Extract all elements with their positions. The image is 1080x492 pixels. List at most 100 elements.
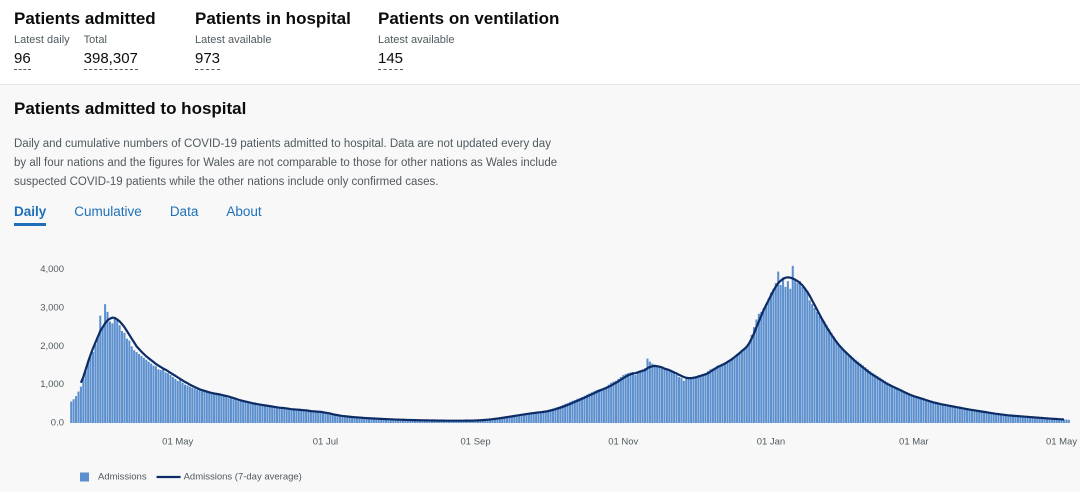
bar (992, 413, 995, 423)
card-title: Patients on ventilation (378, 9, 560, 28)
bar (559, 406, 562, 423)
bar (167, 373, 170, 423)
bar (1014, 416, 1017, 423)
bar (631, 372, 634, 423)
bar (951, 406, 954, 423)
bar (460, 420, 463, 423)
legend-label: Admissions (7-day average) (184, 472, 302, 483)
bar (634, 375, 637, 423)
x-tick-label: 01 Mar (899, 437, 929, 448)
bar (983, 411, 986, 423)
bar (510, 415, 513, 423)
bar (944, 404, 947, 423)
bar (614, 380, 618, 423)
bar (246, 402, 249, 423)
bar (227, 398, 230, 423)
tab[interactable]: Cumulative (74, 204, 142, 219)
bar (978, 411, 981, 423)
bar (414, 420, 417, 423)
bar (958, 408, 961, 423)
bar (1033, 417, 1036, 423)
card-value[interactable]: 96 (14, 49, 31, 70)
bar (675, 375, 678, 423)
bar (464, 420, 467, 423)
bar (326, 413, 329, 423)
bar (259, 404, 262, 423)
tab[interactable]: About (226, 204, 262, 219)
bar (595, 390, 598, 423)
bar (457, 420, 460, 423)
card-value[interactable]: 398,307 (83, 49, 138, 70)
bar (937, 403, 940, 423)
bar (762, 308, 765, 423)
bar (140, 355, 143, 423)
bar (757, 313, 760, 423)
y-tick-label: 1,000 (40, 379, 64, 390)
summary-card: Patients on ventilation Latest available 1… (378, 8, 559, 70)
bar (1004, 415, 1007, 423)
bar (288, 409, 291, 423)
bar (874, 374, 877, 423)
bar (355, 417, 358, 423)
bar (290, 408, 293, 423)
bar (907, 393, 910, 423)
bar (276, 407, 279, 423)
bar (1007, 415, 1010, 423)
card-value[interactable]: 145 (378, 49, 404, 70)
tab[interactable]: Daily (14, 204, 47, 226)
bar (368, 418, 371, 423)
bar (472, 420, 475, 423)
bar (682, 380, 685, 423)
y-tick-label: 4,000 (40, 264, 64, 275)
card-item: Latest available 145 (378, 34, 454, 70)
bar (612, 381, 615, 423)
bar (527, 413, 530, 423)
bar (861, 365, 864, 423)
bar (280, 408, 283, 423)
bar (949, 406, 952, 423)
bar (622, 375, 625, 423)
bar (164, 372, 167, 423)
tab[interactable]: Data (169, 204, 199, 219)
bar (697, 375, 700, 423)
bar (866, 369, 869, 423)
bar (624, 373, 627, 423)
bar (995, 413, 998, 423)
bar (767, 298, 770, 423)
bar (765, 304, 768, 423)
bar (687, 377, 690, 423)
bar (438, 420, 441, 423)
bar (694, 376, 697, 423)
bar (832, 336, 835, 423)
bar (268, 405, 271, 423)
bar (469, 420, 472, 423)
bar (336, 415, 339, 423)
bar (912, 395, 915, 423)
bar (828, 329, 831, 423)
bar (849, 355, 852, 423)
bar (644, 368, 647, 423)
bar (79, 386, 82, 423)
bar (181, 382, 184, 423)
section-title: Patients admitted to hospital (14, 99, 247, 118)
bar (387, 419, 390, 423)
card-value[interactable]: 973 (195, 49, 221, 70)
bar (1012, 415, 1015, 423)
bar (183, 384, 187, 423)
bar (704, 373, 707, 423)
bar (755, 319, 758, 423)
bar (84, 371, 87, 423)
bar (602, 387, 605, 423)
bar (101, 327, 104, 423)
bar (929, 401, 932, 423)
bar (312, 411, 315, 423)
bar (486, 419, 489, 423)
y-tick-label: 2,000 (40, 341, 64, 352)
bar (784, 286, 787, 423)
bar (888, 383, 891, 423)
bar (970, 409, 973, 423)
bar (1038, 418, 1041, 423)
bar (104, 304, 107, 423)
bar (1041, 418, 1044, 423)
bar (999, 414, 1003, 423)
